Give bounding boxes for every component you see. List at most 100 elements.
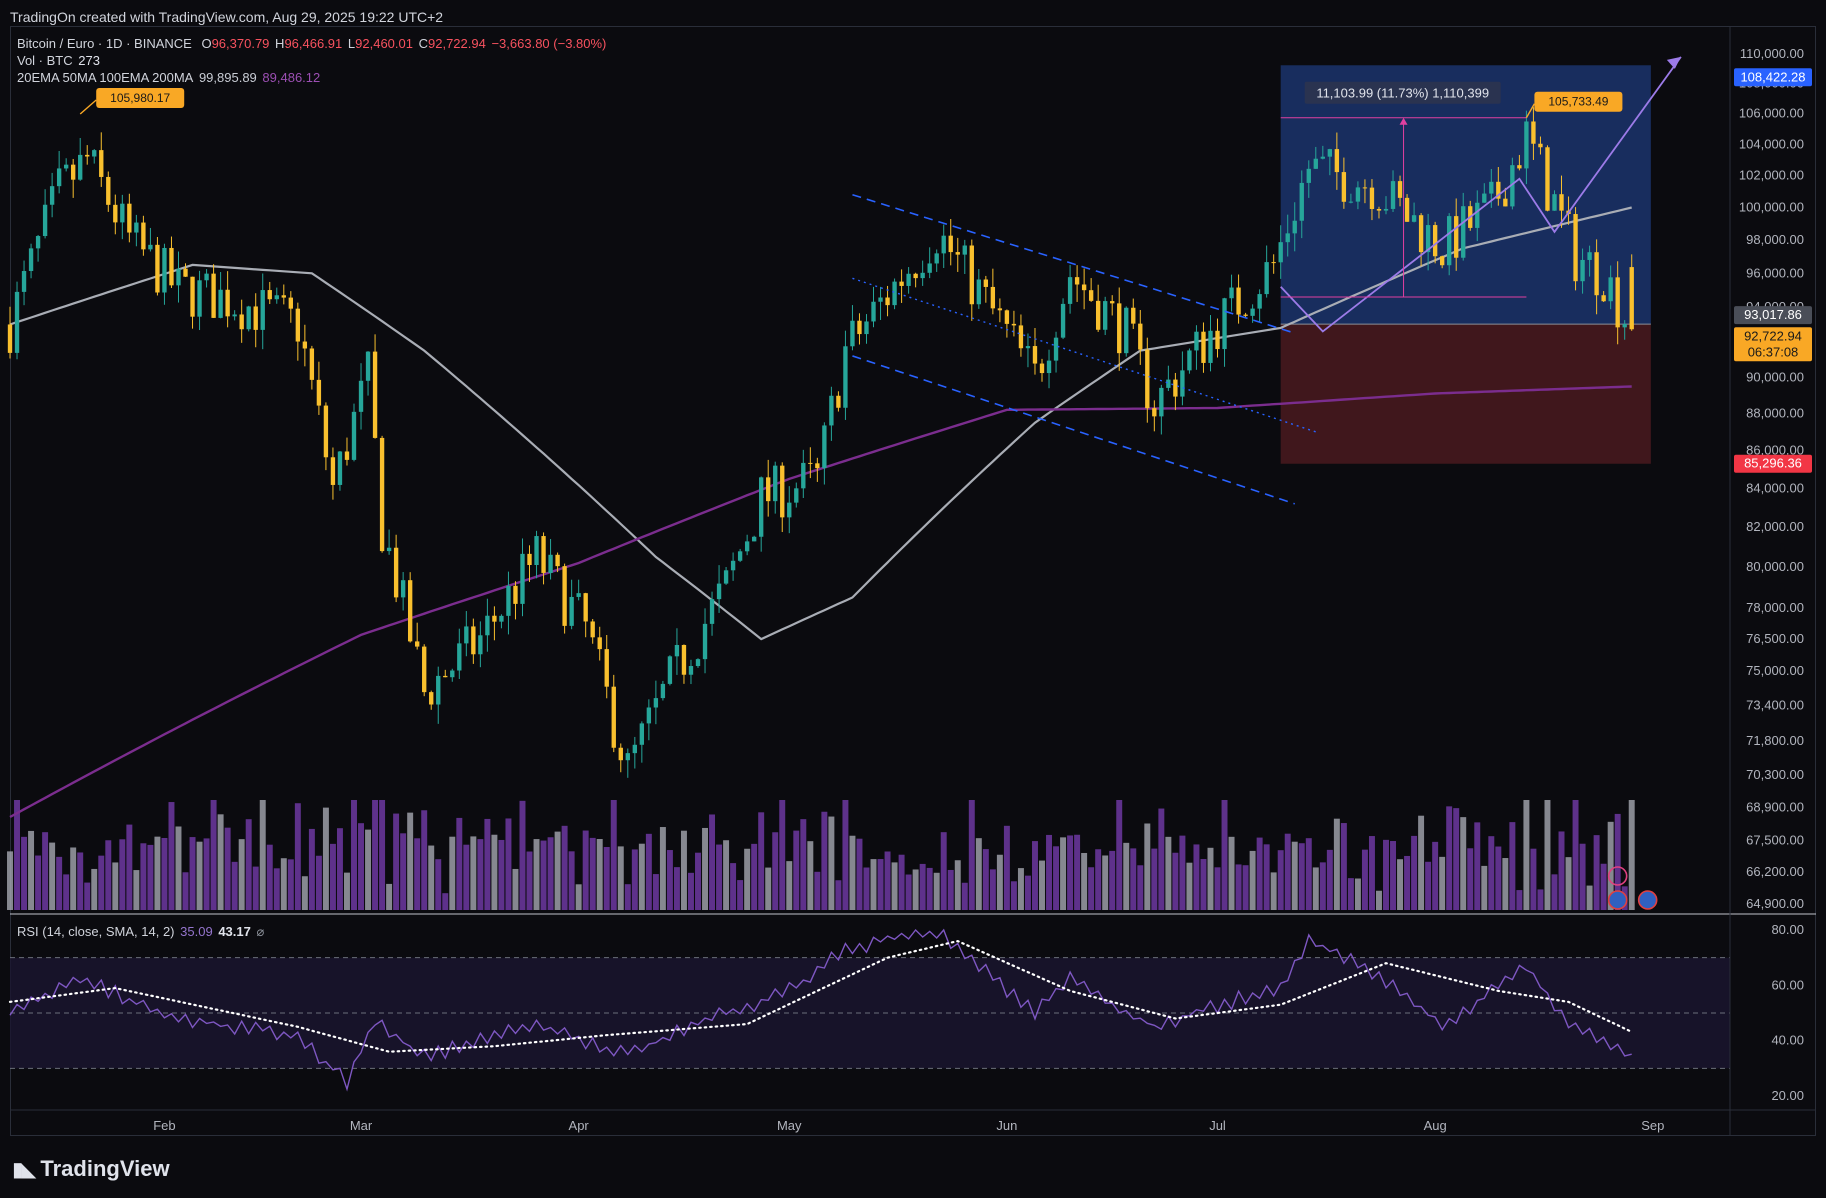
candle-body[interactable] (1046, 360, 1052, 374)
candle-body[interactable] (302, 341, 308, 349)
legend-ma-label[interactable]: 20EMA 50MA 100EMA 200MA (17, 70, 194, 85)
candle-body[interactable] (1053, 337, 1059, 361)
candle-body[interactable] (1299, 182, 1304, 221)
candle-body[interactable] (969, 245, 974, 305)
candle-body[interactable] (681, 644, 687, 675)
candle-body[interactable] (1517, 165, 1522, 169)
candle-body[interactable] (857, 320, 862, 335)
candle-body[interactable] (365, 351, 371, 381)
candle-body[interactable] (113, 204, 118, 223)
candle-body[interactable] (555, 554, 560, 567)
candle-body[interactable] (176, 268, 181, 286)
candle-body[interactable] (878, 297, 883, 302)
candle-body[interactable] (836, 395, 841, 408)
candle-body[interactable] (1447, 216, 1452, 266)
candle-body[interactable] (211, 273, 216, 318)
candle-body[interactable] (843, 346, 848, 408)
candle-body[interactable] (386, 547, 392, 552)
candle-body[interactable] (730, 560, 736, 571)
candle-body[interactable] (260, 290, 265, 330)
candle-body[interactable] (379, 437, 385, 552)
candle-body[interactable] (1271, 262, 1276, 264)
candle-body[interactable] (351, 411, 357, 460)
candle-body[interactable] (1018, 325, 1024, 349)
candle-body[interactable] (906, 273, 911, 286)
candle-body[interactable] (436, 675, 441, 705)
candle-body[interactable] (232, 314, 237, 317)
candle-body[interactable] (71, 164, 76, 180)
candle-body[interactable] (120, 203, 125, 223)
candle-body[interactable] (1439, 256, 1445, 266)
candle-body[interactable] (21, 271, 27, 292)
candle-body[interactable] (1067, 277, 1073, 304)
candle-body[interactable] (92, 150, 97, 157)
candle-body[interactable] (63, 164, 69, 169)
news-event-icon[interactable] (1637, 890, 1658, 910)
candle-body[interactable] (1074, 277, 1080, 285)
candle-body[interactable] (871, 301, 876, 322)
candle-body[interactable] (358, 380, 364, 412)
candle-body[interactable] (443, 675, 448, 678)
candle-body[interactable] (1355, 187, 1361, 202)
candle-body[interactable] (653, 698, 659, 708)
candle-body[interactable] (1376, 209, 1382, 211)
candle-body[interactable] (744, 541, 750, 552)
candle-body[interactable] (934, 253, 939, 264)
candle-body[interactable] (829, 395, 834, 426)
candle-body[interactable] (197, 280, 202, 317)
rsi-ma-line[interactable] (8, 939, 1633, 1053)
candle-body[interactable] (948, 235, 953, 253)
ma200-line[interactable] (9, 385, 1632, 819)
candle-body[interactable] (1278, 242, 1283, 263)
candle-body[interactable] (78, 154, 83, 180)
candle-body[interactable] (1594, 252, 1599, 296)
candle-body[interactable] (28, 248, 34, 272)
candle-body[interactable] (183, 268, 188, 277)
candle-body[interactable] (1629, 267, 1634, 330)
candle-body[interactable] (1004, 310, 1010, 324)
candle-body[interactable] (1411, 215, 1417, 222)
candle-body[interactable] (1362, 187, 1368, 189)
candle-body[interactable] (225, 289, 230, 317)
candle-body[interactable] (611, 686, 616, 748)
candle-body[interactable] (218, 289, 223, 318)
candle-body[interactable] (520, 553, 525, 604)
candle-body[interactable] (751, 536, 757, 542)
candle-body[interactable] (667, 656, 673, 684)
candle-body[interactable] (590, 621, 595, 638)
candle-body[interactable] (541, 536, 546, 573)
candle-body[interactable] (920, 272, 925, 279)
candle-body[interactable] (134, 222, 139, 233)
projection-path[interactable] (1280, 56, 1682, 333)
candle-body[interactable] (56, 168, 62, 187)
candle-body[interactable] (492, 615, 497, 622)
candle-body[interactable] (309, 348, 315, 380)
candle-body[interactable] (1032, 346, 1038, 364)
candle-body[interactable] (1124, 307, 1129, 354)
candle-body[interactable] (1285, 233, 1290, 243)
candle-body[interactable] (1320, 156, 1325, 159)
candle-body[interactable] (787, 502, 792, 518)
candle-body[interactable] (1496, 181, 1501, 199)
candle-body[interactable] (330, 457, 336, 485)
candle-body[interactable] (548, 554, 553, 573)
candle-body[interactable] (1180, 370, 1185, 397)
candle-body[interactable] (850, 320, 855, 347)
candle-body[interactable] (737, 551, 743, 561)
candle-body[interactable] (1257, 294, 1262, 309)
candle-body[interactable] (1552, 194, 1557, 211)
candle-body[interactable] (1390, 181, 1396, 209)
candle-body[interactable] (1110, 301, 1115, 304)
news-event-icon[interactable] (1607, 890, 1628, 910)
candle-body[interactable] (1229, 287, 1234, 299)
candle-body[interactable] (1095, 300, 1101, 330)
candle-body[interactable] (267, 290, 272, 300)
candle-body[interactable] (85, 154, 90, 157)
candle-body[interactable] (976, 279, 981, 305)
candle-body[interactable] (990, 286, 996, 309)
candle-body[interactable] (35, 236, 41, 249)
candle-body[interactable] (1117, 303, 1122, 354)
candle-body[interactable] (801, 462, 806, 489)
candle-body[interactable] (1138, 323, 1143, 350)
